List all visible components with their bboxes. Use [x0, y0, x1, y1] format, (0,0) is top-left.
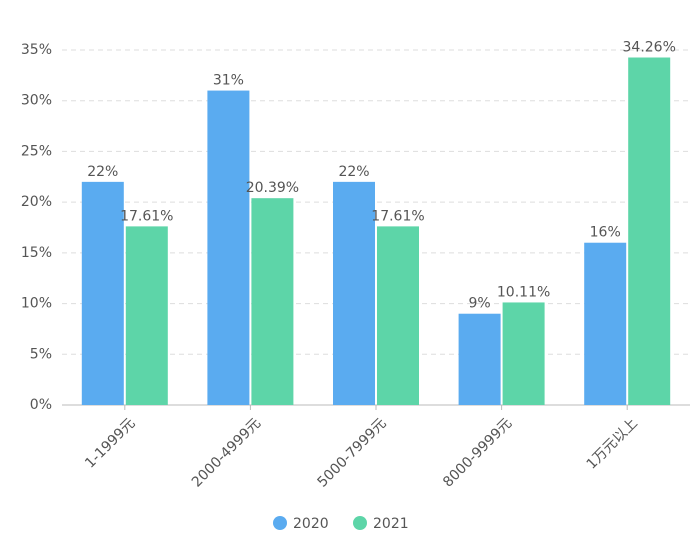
y-tick-label: 25% [21, 143, 52, 159]
legend-label: 2020 [293, 516, 329, 532]
legend-marker [273, 516, 287, 530]
bar [377, 226, 419, 405]
value-label: 34.26% [623, 40, 676, 56]
bar [251, 198, 294, 405]
bar [502, 302, 545, 405]
legend-marker [353, 516, 367, 530]
bar [333, 181, 375, 405]
bar [207, 90, 250, 406]
value-label: 16% [590, 225, 621, 241]
bar [458, 313, 501, 405]
y-tick-label: 35% [21, 42, 52, 58]
value-label: 22% [338, 164, 369, 180]
y-tick-label: 10% [21, 296, 52, 312]
bar [81, 181, 124, 405]
y-tick-label: 5% [30, 346, 52, 362]
value-label: 9% [468, 296, 490, 312]
value-label: 17.61% [371, 208, 424, 224]
y-tick-label: 20% [21, 194, 52, 210]
value-label: 10.11% [497, 284, 550, 300]
bar [584, 242, 627, 405]
x-tick-label: 8000-9999元 [440, 415, 515, 490]
bar [125, 226, 168, 405]
y-tick-label: 15% [21, 245, 52, 261]
value-label: 17.61% [120, 208, 173, 224]
x-tick-label: 1万元以上 [584, 415, 641, 472]
value-label: 22% [87, 164, 118, 180]
x-tick-label: 5000-7999元 [314, 415, 389, 490]
bar [628, 57, 671, 406]
value-label: 31% [213, 73, 244, 89]
legend-label: 2021 [373, 516, 409, 532]
value-label: 20.39% [246, 180, 299, 196]
y-tick-label: 0% [30, 397, 52, 413]
x-tick-label: 1-1999元 [82, 415, 138, 471]
y-tick-label: 30% [21, 93, 52, 109]
x-tick-label: 2000-4999元 [189, 415, 264, 490]
